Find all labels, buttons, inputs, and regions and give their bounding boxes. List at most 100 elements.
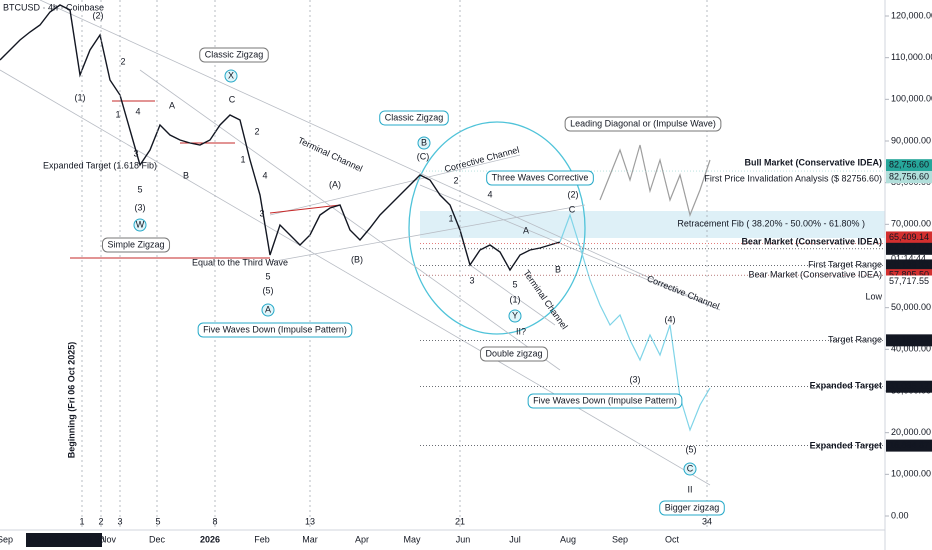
label-box-text: Simple Zigzag xyxy=(107,239,164,249)
annotation: Terminal Channel xyxy=(296,135,364,174)
annotation: A xyxy=(169,100,175,110)
wave-circle xyxy=(133,218,147,232)
annotation: Expanded Target xyxy=(810,380,882,390)
annotation: (B) xyxy=(351,254,363,264)
annotation: 5 xyxy=(512,279,517,289)
annotation: 2 xyxy=(453,175,458,185)
cursor-date: Mon 06 Oct '25 xyxy=(29,534,90,544)
price-label: 60,139.33 xyxy=(889,260,929,270)
annotation: (4) xyxy=(665,314,676,324)
label-box-text: Three Waves Corrective xyxy=(492,172,589,182)
label-box-text: Double zigzag xyxy=(485,348,542,358)
wave-circle xyxy=(224,69,238,83)
x-tick-label: 3 xyxy=(117,516,122,526)
label-box xyxy=(379,110,449,126)
annotation: Target Range xyxy=(828,334,882,344)
price-line xyxy=(559,213,711,432)
annotation: C xyxy=(687,463,694,473)
wave-circle xyxy=(508,309,522,323)
x-tick-label: 13 xyxy=(305,516,315,526)
annotation: (5) xyxy=(686,444,697,454)
y-tick-label: 40,000.00 xyxy=(891,344,931,354)
price-label: 42,155.12 xyxy=(889,335,929,345)
y-tick-label: 10,000.00 xyxy=(891,469,931,479)
x-tick-label: Dec xyxy=(149,534,166,544)
annotation: (5) xyxy=(263,285,274,295)
price-label: 57,805.50 xyxy=(889,270,929,280)
price-label-box xyxy=(886,231,932,244)
annotation: X xyxy=(228,70,234,80)
label-box xyxy=(659,500,725,516)
channel-line xyxy=(39,0,721,311)
annotation: Expanded Target xyxy=(810,440,882,450)
price-line xyxy=(599,144,711,217)
channel-line xyxy=(469,264,556,326)
y-tick-label: 120,000.00 xyxy=(891,10,932,20)
annotation: First Price Invalidation Analysis ($ 827… xyxy=(704,173,882,183)
annotation: Equal to the Third Wave xyxy=(192,257,288,267)
annotation: (1) xyxy=(75,92,86,102)
annotation: C xyxy=(569,204,576,214)
label-box xyxy=(479,346,549,362)
annotation: 2 xyxy=(120,56,125,66)
annotation: 4 xyxy=(487,189,492,199)
x-tick-label: 21 xyxy=(455,516,465,526)
annotation: A xyxy=(265,304,271,314)
label-box xyxy=(486,170,594,186)
price-label-box xyxy=(886,259,932,272)
x-tick-label: 5 xyxy=(155,516,160,526)
channel-line xyxy=(0,69,711,486)
x-tick-label: Aug xyxy=(560,534,576,544)
label-box-text: Leading Diagonal or (Impulse Wave) xyxy=(570,118,716,128)
label-box-text: Five Waves Down (Impulse Pattern) xyxy=(533,395,677,405)
price-label: 31,035.12 xyxy=(889,381,929,391)
annotation: II xyxy=(687,484,692,494)
label-box xyxy=(564,116,722,132)
y-tick-label: 110,000.00 xyxy=(891,52,932,62)
annotation: (2) xyxy=(93,10,104,20)
price-line xyxy=(0,4,561,272)
x-tick-label: Mar xyxy=(302,534,318,544)
level xyxy=(269,204,341,214)
annotation: 5 xyxy=(265,271,270,281)
price-label: 57,717.55 xyxy=(889,276,929,286)
annotation: 3 xyxy=(259,208,264,218)
annotation: Bull Market (Conservative IDEA) xyxy=(744,157,882,167)
x-tick-label: Jul xyxy=(509,534,521,544)
drawings xyxy=(0,0,886,550)
label-box-text: Five Waves Down (Impulse Pattern) xyxy=(203,324,347,334)
annotation: (C) xyxy=(417,151,430,161)
wave-circle xyxy=(417,136,431,150)
x-tick-label: Sep xyxy=(0,534,13,544)
x-tick-label: 2026 xyxy=(200,534,220,544)
channel-line xyxy=(269,154,521,216)
x-tick-label: Oct xyxy=(665,534,680,544)
label-box xyxy=(101,237,171,253)
annotation: Corrective Channel xyxy=(443,145,520,175)
annotation: II? xyxy=(516,326,526,336)
annotation: A xyxy=(523,225,529,235)
channel-line xyxy=(139,69,561,371)
price-label-box xyxy=(886,159,932,172)
price-label-box xyxy=(886,439,932,452)
price-label-box xyxy=(886,380,932,393)
annotation: Corrective Channel xyxy=(646,273,721,311)
annotation: 5 xyxy=(137,184,142,194)
annotation: 1 xyxy=(240,154,245,164)
label-box xyxy=(527,393,683,409)
annotation: 4 xyxy=(262,170,267,180)
annotation: W xyxy=(136,219,145,229)
x-tick-label: 34 xyxy=(702,516,712,526)
low-label: Low xyxy=(865,291,882,301)
cursor-time: 19:30 xyxy=(82,534,105,544)
annotation: (A) xyxy=(329,179,341,189)
fib-zone xyxy=(420,211,885,238)
x-tick-label: 1 xyxy=(79,516,84,526)
annotation: Y xyxy=(512,310,518,320)
annotation: (1) xyxy=(510,294,521,304)
x-tick-label: Jun xyxy=(456,534,471,544)
annotation: Expanded Target (1.618 Fib) xyxy=(43,160,157,170)
price-label-box xyxy=(886,171,932,184)
x-tick-label: Sep xyxy=(612,534,628,544)
